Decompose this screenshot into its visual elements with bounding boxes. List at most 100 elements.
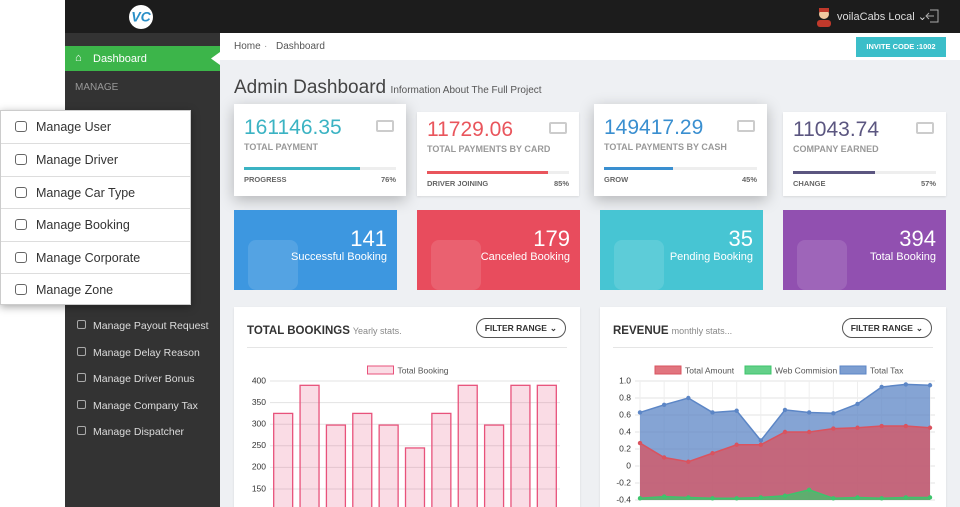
- point: [637, 440, 643, 446]
- dropdown-item[interactable]: Manage Zone: [1, 273, 190, 305]
- legend-label: Total Amount: [685, 365, 735, 375]
- menu-label: Manage Delay Reason: [93, 346, 200, 359]
- point: [782, 493, 788, 498]
- y-tick-label: -0.4: [616, 494, 631, 504]
- filter-button[interactable]: FILTER RANGE ⌄: [841, 318, 932, 338]
- menu-icon: [77, 373, 86, 382]
- progress-percent: 57%: [920, 179, 936, 188]
- dropdown-item[interactable]: Manage Driver: [1, 143, 190, 175]
- menu-label: Manage Payout Request: [93, 320, 209, 332]
- point: [806, 429, 812, 435]
- active-item[interactable]: ⌂ Dashboard: [65, 46, 220, 71]
- divider: [613, 347, 933, 348]
- button-label: FILTER RANGE: [484, 323, 547, 333]
- dropdown-item[interactable]: Manage Booking: [1, 208, 190, 240]
- point: [661, 455, 667, 460]
- summary-tile[interactable]: 179 Canceled Booking: [417, 210, 580, 290]
- stat-value: 161146.35: [244, 116, 342, 139]
- point: [710, 496, 715, 501]
- avatar[interactable]: [815, 7, 833, 27]
- point: [831, 411, 836, 416]
- summary-tile[interactable]: 35 Pending Booking: [600, 210, 763, 290]
- summary-tile[interactable]: 394 Total Booking: [783, 210, 946, 290]
- logo[interactable]: VC: [121, 3, 161, 31]
- tile-value: 394: [899, 226, 936, 251]
- y-tick-label: -0.2: [616, 477, 631, 487]
- chart-title: REVENUE: [613, 325, 669, 337]
- y-tick-label: 150: [252, 483, 266, 493]
- dropdown-item[interactable]: Manage Corporate: [1, 240, 190, 273]
- point: [831, 496, 836, 501]
- menu-item[interactable]: Manage Delay Reason: [65, 342, 220, 362]
- invite-button[interactable]: INVITE CODE :1002: [856, 37, 946, 57]
- menu-label: Dashboard: [93, 53, 147, 65]
- point: [927, 425, 933, 430]
- point: [637, 410, 643, 415]
- user-menu[interactable]: voilaCabs Local ⌄: [837, 11, 927, 23]
- menu-label: Manage Driver Bonus: [93, 373, 195, 385]
- progress-footer: PROGRESS: [244, 175, 287, 184]
- bar: [378, 424, 399, 507]
- point: [903, 382, 909, 387]
- summary-tile[interactable]: 141 Successful Booking: [234, 210, 397, 290]
- tile-watermark: [614, 240, 664, 290]
- chart-panel: REVENUE monthly stats... FILTER RANGE ⌄ 1.0 0…: [600, 307, 946, 507]
- point: [661, 402, 667, 407]
- menu-label: Manage Company Tax: [93, 399, 198, 412]
- dropdown-item[interactable]: Manage Car Type: [1, 175, 190, 208]
- page-heading: Admin Dashboard Information About The Fu…: [234, 77, 542, 99]
- point: [879, 423, 884, 429]
- y-tick-label: 0.2: [619, 443, 631, 453]
- breadcrumb[interactable]: Home: [234, 41, 261, 52]
- item-icon: [15, 154, 27, 166]
- bar: [299, 384, 320, 507]
- logout-icon[interactable]: [925, 9, 939, 23]
- bar: [325, 424, 347, 507]
- progress-percent: 45%: [741, 175, 757, 184]
- filter-button[interactable]: FILTER RANGE ⌄: [475, 318, 566, 338]
- item-icon: [15, 186, 27, 198]
- progress-bar: [427, 171, 548, 174]
- chart-heading: REVENUE monthly stats...: [613, 321, 732, 339]
- brand: VC: [131, 9, 151, 25]
- item-label: Manage Corporate: [36, 250, 141, 265]
- tile-value: 179: [533, 226, 570, 251]
- stat-card: 149417.29 TOTAL PAYMENTS BY CASH GROW 45%: [594, 104, 767, 196]
- tile-label: Successful Booking: [291, 251, 387, 263]
- menu-item[interactable]: Manage Company Tax: [65, 395, 220, 415]
- y-tick-label: 1.0: [619, 375, 631, 385]
- stat-value: 11729.06: [427, 118, 514, 141]
- point: [734, 496, 739, 501]
- tile-value: 141: [350, 226, 387, 251]
- legend-label: Total Booking: [398, 365, 449, 375]
- progress-percent: 76%: [380, 175, 396, 184]
- progress-percent: 85%: [553, 179, 569, 188]
- item-icon: [15, 251, 27, 263]
- legend-swatch: [367, 365, 394, 375]
- item-label: Manage Driver: [36, 153, 118, 168]
- menu-icon: [77, 399, 86, 409]
- point: [927, 383, 933, 388]
- chart-subtitle: monthly stats...: [671, 326, 733, 336]
- chart-subtitle: Yearly stats.: [352, 326, 402, 336]
- menu-item[interactable]: Manage Driver Bonus: [65, 368, 220, 388]
- point: [637, 496, 643, 501]
- point: [855, 425, 860, 430]
- menu-icon: [77, 346, 86, 356]
- dropdown-menu: Manage User Manage Driver Manage Car Type M…: [0, 110, 191, 305]
- y-tick-label: 350: [252, 397, 266, 407]
- point: [903, 423, 909, 429]
- item-icon: [15, 219, 27, 231]
- dropdown-item[interactable]: Manage User: [1, 111, 190, 143]
- menu-item[interactable]: Manage Dispatcher: [65, 421, 220, 441]
- point: [806, 410, 812, 415]
- divider: [247, 347, 567, 348]
- menu-item[interactable]: Manage Payout Request: [65, 315, 220, 335]
- y-tick-label: 0.8: [619, 392, 631, 402]
- progress-footer: CHANGE: [793, 179, 826, 188]
- point: [831, 426, 836, 431]
- chart-panel: TOTAL BOOKINGS Yearly stats. FILTER RANGE ⌄…: [234, 307, 580, 507]
- progress-footer: GROW: [604, 175, 629, 184]
- item-label: Manage Car Type: [36, 185, 136, 200]
- progress-track: [604, 167, 757, 170]
